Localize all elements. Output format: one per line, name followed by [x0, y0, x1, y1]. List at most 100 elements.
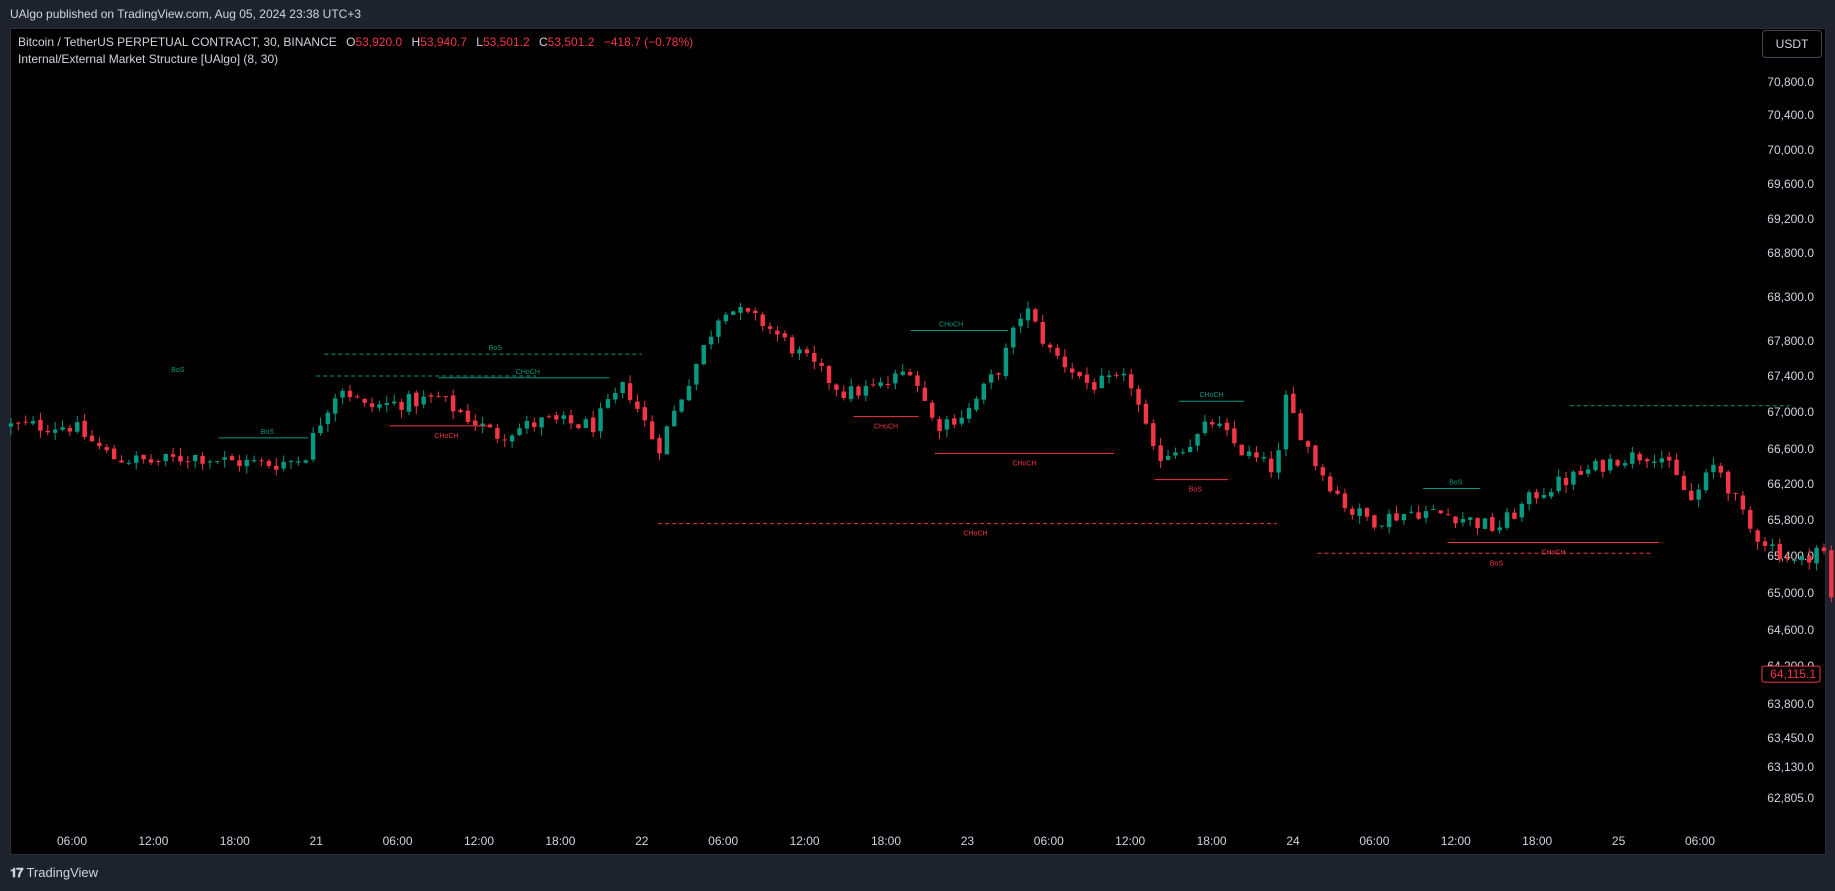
candle-up	[377, 404, 382, 408]
y-tick-label: 63,800.0	[1767, 697, 1814, 711]
candle-up	[988, 374, 994, 383]
candle-down	[170, 454, 176, 457]
candle-down	[1047, 344, 1053, 348]
footer-brand[interactable]: TradingView	[26, 865, 99, 880]
candle-up	[244, 459, 250, 467]
candle-down	[1143, 403, 1149, 424]
candle-up	[1165, 455, 1171, 460]
candle-down	[97, 442, 102, 447]
candle-down	[532, 422, 537, 428]
candle-up	[1409, 511, 1414, 513]
candle-down	[1084, 374, 1090, 383]
candle-down	[819, 363, 824, 366]
candle-up	[863, 385, 869, 396]
symbol-name[interactable]: Bitcoin / TetherUS PERPETUAL CONTRACT, 3…	[18, 35, 337, 49]
candle-down	[266, 460, 272, 466]
y-tick-label: 66,200.0	[1767, 477, 1814, 491]
candle-down	[753, 310, 758, 314]
candle-down	[1269, 458, 1274, 473]
y-tick-label: 62,805.0	[1767, 791, 1814, 805]
candle-down	[495, 427, 500, 439]
x-tick-label: 06:00	[1034, 834, 1064, 848]
candle-down	[89, 435, 95, 442]
candle-down	[907, 371, 913, 376]
candle-down	[1313, 445, 1318, 467]
candle-up	[1711, 464, 1716, 473]
candle-down	[67, 427, 73, 432]
candle-down	[1114, 374, 1119, 376]
candle-up	[384, 403, 390, 405]
y-tick-label: 65,000.0	[1767, 586, 1814, 600]
candle-down	[1637, 453, 1642, 461]
candle-up	[1696, 489, 1701, 500]
candle-up	[1541, 494, 1547, 498]
candle-down	[1755, 530, 1760, 542]
candle-down	[1055, 347, 1060, 356]
candle-up	[192, 455, 198, 462]
candle-down	[804, 349, 810, 354]
candle-up	[215, 460, 220, 462]
candle-down	[1689, 490, 1694, 501]
footer: 𝟏𝟕 TradingView	[0, 862, 98, 884]
candle-up	[539, 417, 544, 428]
candle-down	[885, 383, 891, 385]
candle-down	[775, 330, 780, 335]
candle-up	[340, 390, 345, 398]
candle-down	[274, 465, 279, 470]
candle-up	[1003, 347, 1009, 376]
indicator-row[interactable]: Internal/External Market Structure [UAlg…	[18, 51, 693, 68]
y-tick-label: 70,400.0	[1767, 108, 1814, 122]
candle-up	[1195, 434, 1200, 446]
candle-up	[1202, 421, 1208, 434]
x-tick-label: 22	[635, 834, 649, 848]
candle-up	[1593, 460, 1598, 471]
x-tick-label: 12:00	[138, 834, 168, 848]
high-value: 53,940.7	[420, 35, 467, 49]
candle-down	[237, 460, 242, 467]
candle-up	[974, 398, 979, 410]
candle-up	[1106, 375, 1112, 378]
candle-up	[480, 423, 485, 427]
candle-up	[1630, 452, 1635, 464]
candle-down	[657, 437, 662, 454]
candle-down	[414, 392, 419, 407]
candle-down	[922, 387, 928, 401]
candle-up	[613, 392, 618, 400]
currency-button[interactable]: USDT	[1762, 30, 1822, 58]
candle-down	[16, 422, 21, 424]
candle-down	[1364, 508, 1370, 517]
candle-down	[649, 421, 655, 440]
candle-down	[1807, 555, 1812, 563]
x-tick-label: 18:00	[871, 834, 901, 848]
candle-up	[1276, 450, 1281, 473]
candle-down	[362, 398, 367, 403]
candle-down	[156, 461, 161, 463]
symbol-row[interactable]: Bitcoin / TetherUS PERPETUAL CONTRACT, 3…	[18, 34, 693, 51]
candle-up	[1423, 511, 1429, 518]
candle-down	[1829, 550, 1834, 598]
chart-legend: Bitcoin / TetherUS PERPETUAL CONTRACT, 3…	[18, 34, 693, 68]
candle-up	[701, 345, 706, 365]
open-value: 53,920.0	[355, 35, 403, 49]
tradingview-logo-icon[interactable]: 𝟏𝟕	[10, 865, 24, 880]
candle-up	[1246, 451, 1252, 456]
y-tick-label: 63,130.0	[1767, 760, 1814, 774]
candle-up	[797, 349, 802, 354]
candle-up	[694, 363, 699, 385]
y-tick-label: 68,300.0	[1767, 290, 1814, 304]
candle-up	[296, 461, 301, 463]
structure-label: CHoCH	[1200, 392, 1224, 399]
candle-up	[163, 453, 168, 462]
candle-up	[1173, 452, 1178, 456]
y-tick-label: 70,000.0	[1767, 143, 1814, 157]
candle-down	[1128, 374, 1134, 389]
x-tick-label: 23	[961, 834, 975, 848]
candle-down	[546, 416, 552, 418]
candle-down	[119, 460, 124, 463]
indicator-name[interactable]: Internal/External Market Structure [UAlg…	[18, 52, 279, 66]
candle-up	[207, 461, 213, 463]
candle-down	[1733, 493, 1738, 495]
candle-down	[1725, 471, 1731, 494]
candle-up	[1025, 308, 1031, 321]
